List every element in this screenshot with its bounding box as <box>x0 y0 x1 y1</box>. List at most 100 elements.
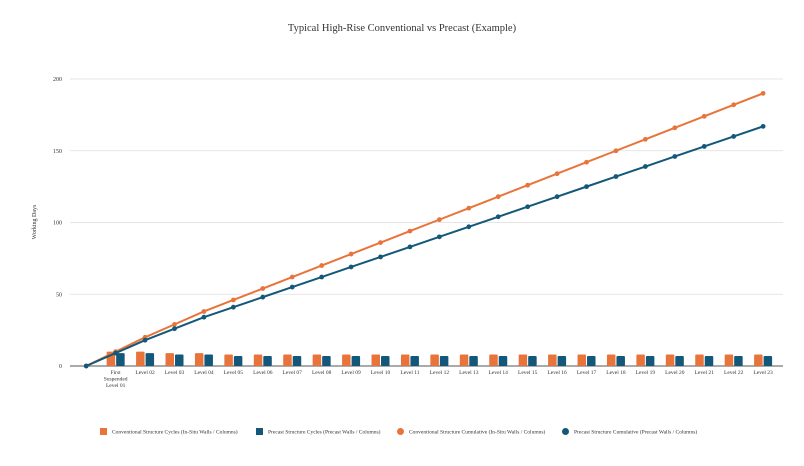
bar <box>763 355 773 366</box>
data-point <box>701 144 707 149</box>
x-tick-label: Level 05 <box>224 370 244 376</box>
data-point <box>407 244 413 250</box>
bar <box>116 353 125 366</box>
data-point <box>760 123 766 129</box>
data-point <box>554 171 560 177</box>
data-point <box>378 254 383 260</box>
bar <box>292 355 302 366</box>
bar <box>351 355 361 366</box>
x-tick-label: Level 15 <box>518 370 538 376</box>
bar <box>665 354 675 366</box>
y-tick-label: 0 <box>59 364 62 370</box>
x-tick-label: Level 14 <box>489 370 509 376</box>
data-point <box>466 224 472 230</box>
bar <box>342 354 351 366</box>
x-tick-label: Level 10 <box>371 370 391 376</box>
bar <box>194 353 204 366</box>
data-point <box>525 182 531 188</box>
bar <box>606 354 616 366</box>
data-point <box>378 240 383 245</box>
data-point <box>407 228 413 234</box>
legend-label: Precast Structure Cumulative (Precast Wa… <box>574 429 697 436</box>
bar <box>645 355 655 366</box>
x-tick-label: First Suspended Level 01 <box>104 370 128 389</box>
bar <box>430 354 439 366</box>
bar <box>233 355 243 366</box>
data-point <box>760 90 766 96</box>
x-tick-label: Level 06 <box>253 370 273 376</box>
data-point <box>613 148 619 154</box>
data-point <box>731 102 737 108</box>
bar <box>224 354 233 366</box>
x-tick-label: Level 19 <box>636 370 656 376</box>
data-point <box>230 297 236 303</box>
data-point <box>260 286 266 291</box>
bar <box>381 355 390 366</box>
bar <box>675 355 684 366</box>
bar <box>312 354 322 366</box>
bar <box>724 354 734 366</box>
bar <box>734 355 743 366</box>
x-tick-label: Level 18 <box>606 370 626 376</box>
data-point <box>642 164 648 169</box>
chart-title: Typical High-Rise Conventional vs Precas… <box>288 23 517 34</box>
bar <box>175 354 184 366</box>
data-point <box>83 363 89 369</box>
x-tick-label: Level 09 <box>341 370 361 376</box>
bar <box>616 355 625 366</box>
data-point <box>348 264 354 270</box>
data-point <box>319 274 325 280</box>
bar <box>400 354 410 366</box>
bar <box>577 354 587 366</box>
bar <box>528 355 537 366</box>
data-point <box>142 337 148 343</box>
data-point <box>319 263 325 268</box>
data-point <box>348 251 354 257</box>
data-point <box>525 204 531 210</box>
x-tick-label: Level 04 <box>194 370 214 376</box>
bar <box>557 355 567 366</box>
data-point <box>201 309 207 314</box>
data-point <box>672 125 678 131</box>
data-point <box>260 294 266 300</box>
x-tick-label: Level 17 <box>577 370 597 376</box>
x-tick-label: Level 23 <box>753 370 773 376</box>
bar <box>204 354 213 366</box>
bar <box>136 351 145 366</box>
bar <box>548 354 557 366</box>
data-point <box>584 184 589 190</box>
x-tick-label: Level 07 <box>283 370 303 376</box>
y-axis-label: Working Days <box>32 204 38 239</box>
x-tick-label: Level 03 <box>165 370 185 376</box>
bar <box>498 355 508 366</box>
data-point <box>495 214 501 220</box>
x-tick-label: Level 20 <box>665 370 685 376</box>
data-point <box>495 194 501 200</box>
bar <box>459 354 469 366</box>
bar <box>371 354 381 366</box>
data-point <box>289 274 295 280</box>
bar <box>704 355 714 366</box>
data-point <box>436 217 442 223</box>
bar <box>322 355 331 366</box>
x-tick-label: Level 22 <box>724 370 744 376</box>
data-point <box>584 159 589 165</box>
x-tick-label: Level 12 <box>430 370 450 376</box>
data-point <box>466 205 472 211</box>
bar <box>439 355 449 366</box>
data-point <box>613 174 619 179</box>
bar <box>165 353 175 366</box>
bar <box>587 355 596 366</box>
legend-label: Conventional Structure Cycles (In-Situ W… <box>112 429 238 436</box>
bar <box>283 354 292 366</box>
y-tick-label: 50 <box>56 292 62 298</box>
legend-swatch-square <box>100 428 107 435</box>
bar <box>489 354 498 366</box>
data-point <box>701 113 707 119</box>
data-point <box>201 314 207 320</box>
data-point <box>172 321 177 327</box>
data-point <box>672 154 678 159</box>
bar <box>695 354 704 366</box>
legend-label: Conventional Structure Cumulative (In-Si… <box>409 429 546 436</box>
